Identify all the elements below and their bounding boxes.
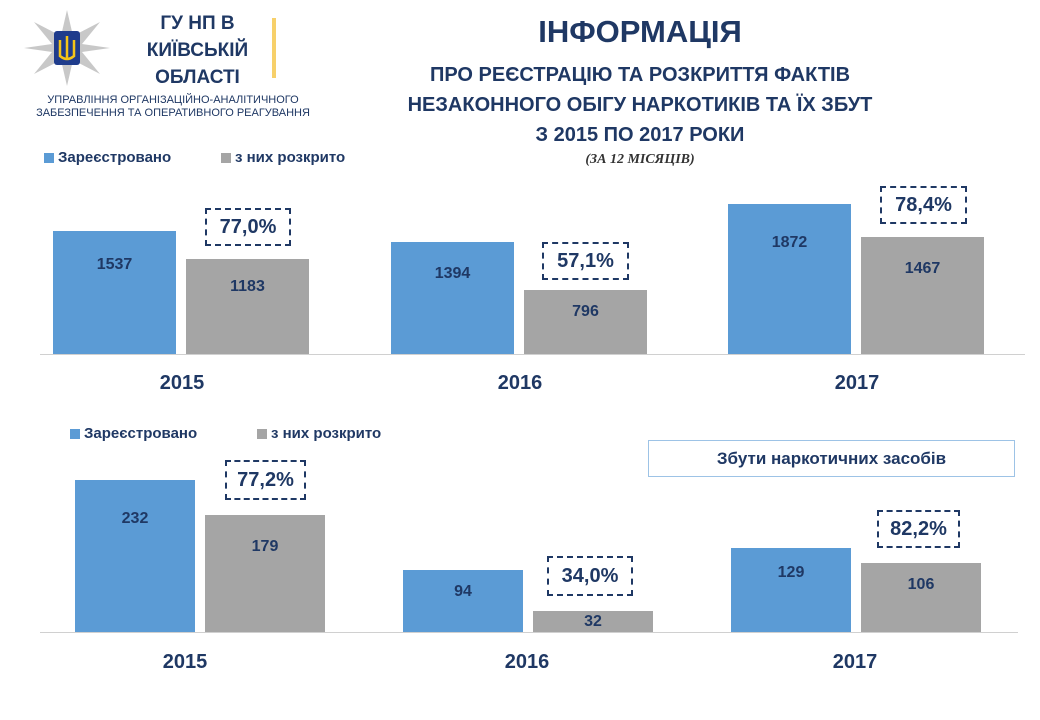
legend-item: з них розкрито [221, 149, 345, 166]
percent-solved-label: 57,1% [542, 242, 629, 280]
dept-line: УПРАВЛІННЯ ОРГАНІЗАЦІЙНО-АНАЛІТИЧНОГО [47, 94, 299, 106]
year-label: 2017 [832, 651, 878, 673]
legend-label: з них розкрито [235, 149, 346, 166]
data-label: 1537 [96, 255, 133, 273]
bar-solved [533, 611, 653, 632]
chart-sales-title: Збути наркотичних засобів [648, 440, 1015, 477]
bar-solved [205, 514, 325, 632]
data-label: 179 [251, 538, 279, 556]
legend-label: Зареєстровано [58, 149, 172, 166]
percent-solved-label: 78,4% [880, 186, 967, 224]
legend-item: Зареєстровано [70, 425, 197, 442]
data-label: 94 [454, 582, 472, 600]
data-label: 106 [907, 576, 935, 594]
bar-registered [731, 547, 851, 632]
bar-solved [186, 259, 309, 354]
bar-registered [391, 242, 514, 354]
legend-swatch [70, 428, 80, 439]
page-title: ІНФОРМАЦІЯ [538, 14, 742, 49]
legend-swatch [221, 152, 231, 163]
data-label: 129 [777, 564, 805, 582]
data-label: 796 [572, 303, 599, 321]
department-name: УПРАВЛІННЯ ОРГАНІЗАЦІЙНО-АНАЛІТИЧНОГО ЗА… [18, 94, 328, 120]
legend-label: Зареєстровано [84, 425, 198, 442]
bar-registered [403, 570, 523, 632]
org-line: КИЇВСЬКІЙ [146, 40, 249, 61]
legend-item: Зареєстровано [44, 149, 171, 166]
year-label: 2016 [497, 372, 543, 394]
year-label: 2015 [162, 651, 208, 673]
dept-line: ЗАБЕЗПЕЧЕННЯ ТА ОПЕРАТИВНОГО РЕАГУВАННЯ [36, 107, 310, 119]
org-line: ГУ НП В [160, 13, 235, 34]
data-label: 1183 [230, 278, 265, 296]
legend-label: з них розкрито [271, 425, 382, 442]
percent-solved-label: 82,2% [877, 510, 960, 548]
legend-swatch [257, 428, 267, 439]
year-label: 2017 [834, 372, 880, 394]
data-label: 32 [584, 613, 602, 631]
subtitle-line: НЕЗАКОННОГО ОБІГУ НАРКОТИКІВ ТА ЇХ ЗБУТ [407, 94, 873, 116]
subtitle-line: З 2015 ПО 2017 РОКИ [535, 124, 745, 146]
org-name: ГУ НП В КИЇВСЬКІЙ ОБЛАСТІ [135, 10, 260, 91]
page-subtitle: ПРО РЕЄСТРАЦІЮ ТА РОЗКРИТТЯ ФАКТІВ НЕЗАК… [330, 60, 950, 150]
bar-registered [53, 231, 176, 354]
x-axis [40, 632, 1018, 633]
legend-item: з них розкрито [257, 425, 381, 442]
legend-swatch [44, 152, 54, 163]
org-line: ОБЛАСТІ [155, 67, 240, 88]
bar-registered [75, 480, 195, 632]
subtitle-line: ПРО РЕЄСТРАЦІЮ ТА РОЗКРИТТЯ ФАКТІВ [429, 64, 851, 86]
yellow-divider [272, 18, 276, 78]
data-label: 232 [121, 510, 149, 528]
year-label: 2016 [504, 651, 550, 673]
year-label: 2015 [159, 372, 205, 394]
percent-solved-label: 34,0% [547, 556, 633, 596]
data-label: 1872 [771, 234, 808, 252]
data-label: 1467 [904, 260, 941, 278]
data-label: 1394 [434, 264, 471, 282]
period-note: (ЗА 12 МІСЯЦІВ) [585, 152, 695, 167]
bar-solved [861, 562, 981, 632]
bar-solved [524, 290, 647, 354]
percent-solved-label: 77,0% [205, 208, 291, 246]
bar-solved [861, 236, 984, 354]
police-emblem [22, 8, 112, 88]
percent-solved-label: 77,2% [225, 460, 306, 500]
bar-registered [728, 204, 851, 354]
x-axis [40, 354, 1025, 355]
